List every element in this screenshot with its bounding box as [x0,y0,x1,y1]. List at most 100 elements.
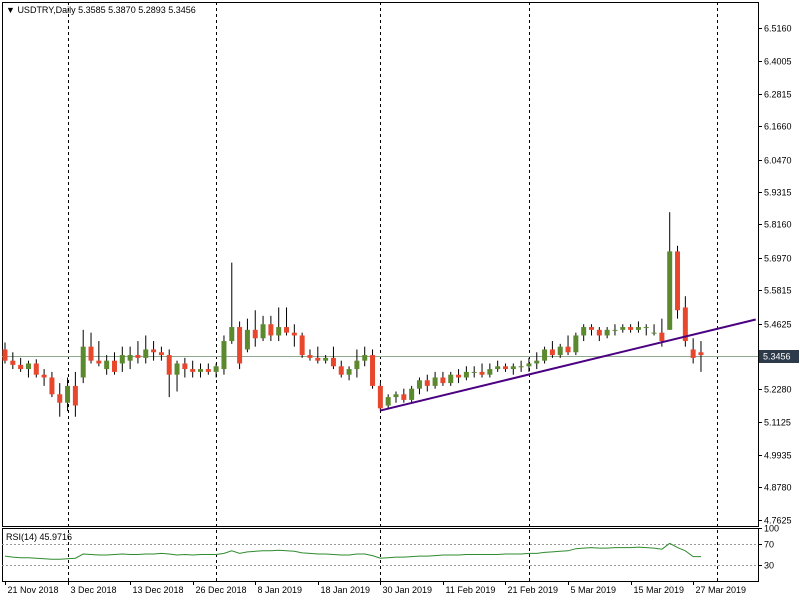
candle-body [41,374,47,378]
candle [65,377,71,412]
candle [448,371,454,386]
candle [526,357,532,372]
candle [330,346,336,370]
candle-body [10,360,16,365]
candle-body [432,377,438,386]
candle [33,359,39,378]
candle-body [448,374,454,384]
candle [542,346,548,364]
y-tick-label: 5.5815 [764,286,792,296]
rsi-title: RSI(14) 45.9716 [6,532,73,542]
candle-body [174,363,180,375]
candle-body [534,360,540,364]
x-tick-label: 27 Mar 2019 [696,585,747,595]
candle [682,296,688,347]
candle [49,371,55,398]
candle-body [495,366,501,370]
candle-body [213,366,219,372]
candle [698,341,704,372]
candle-body [377,385,383,409]
candle-body [424,380,430,386]
candle [174,360,180,392]
symbol-timeframe: USDTRY,Daily [17,5,76,15]
candle-body [416,380,422,389]
candle [221,335,227,375]
candle-body [401,394,407,400]
candle-body [299,335,305,356]
candle [690,338,696,364]
candle [10,352,16,370]
candle [557,343,563,358]
candle [143,335,149,364]
candle-body [330,357,336,367]
candle-body [549,349,555,356]
candles [2,212,704,417]
rsi-y-tick-label: 70 [764,540,774,550]
candle [229,262,235,344]
candle-body [620,327,626,330]
x-tick-label: 21 Feb 2019 [508,585,559,595]
y-tick-label: 5.2280 [764,385,792,395]
candle [487,363,493,378]
current-price-badge-bg [759,350,799,363]
candle [534,352,540,370]
rsi-line [4,542,701,560]
candle-body [370,355,376,386]
candle [260,315,266,342]
candle-body [237,327,243,364]
candle [370,349,376,389]
candle-body [244,329,250,350]
candle [377,383,383,412]
x-tick-label: 3 Dec 2018 [71,585,117,595]
candle [299,332,305,358]
candle-body [57,394,63,403]
candle-body [127,355,133,361]
candle-body [690,349,696,358]
candle [635,321,641,333]
candle-body [18,364,24,370]
candle-body [675,251,681,311]
candle [401,388,407,403]
candle [456,369,462,384]
candle [628,324,634,333]
candle [393,391,399,403]
candle [182,357,188,378]
candle-body [643,327,649,329]
y-tick-label: 6.4005 [764,57,792,67]
candle [510,363,516,375]
candle-body [72,385,78,406]
candle-body [96,360,102,364]
candle [604,327,610,339]
candle-body [471,371,477,373]
candle [135,341,141,364]
candle-body [229,327,235,342]
x-tick-label: 8 Jan 2019 [258,585,303,595]
candle-body [362,355,368,361]
candle-body [557,346,563,356]
y-tick-label: 6.5160 [764,24,792,34]
x-tick-label: 15 Mar 2019 [634,585,685,595]
candle [471,366,477,378]
candle-body [260,324,266,339]
candle [675,245,681,319]
candle-body [409,388,415,400]
candle [284,307,290,336]
candle-body [385,397,391,406]
candle-body [104,360,110,370]
chart-menu-icon[interactable]: ▼ [6,5,15,15]
candle-body [315,357,321,361]
candle-body [565,346,571,353]
candle [643,324,649,336]
candle-body [542,349,548,361]
candle [213,363,219,378]
y-tick-label: 5.4625 [764,320,792,330]
candle [651,324,657,336]
x-tick-label: 11 Feb 2019 [446,585,496,595]
x-tick-label: 21 Nov 2018 [8,585,59,595]
candle-body [119,355,125,364]
candle-body [487,369,493,375]
candle [596,327,602,342]
candle [190,360,196,378]
candle [111,352,117,375]
